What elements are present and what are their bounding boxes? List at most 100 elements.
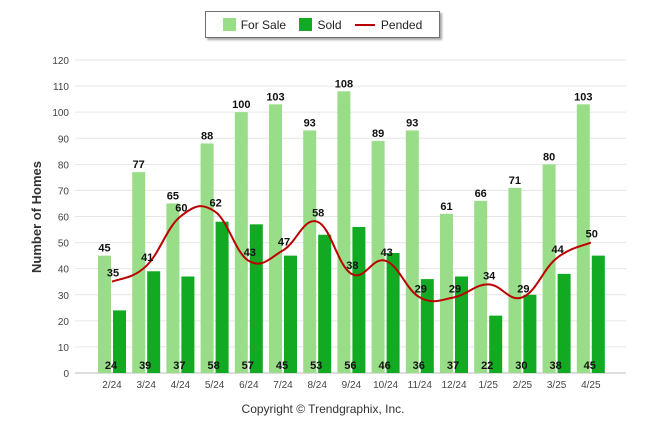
- sold-value-label: 37: [173, 360, 185, 372]
- sold-value-label: 45: [584, 360, 596, 372]
- for-sale-bar[interactable]: [269, 104, 282, 373]
- for-sale-value-label: 80: [543, 151, 555, 163]
- x-tick-label: 3/25: [547, 380, 567, 391]
- pended-value-label: 43: [244, 247, 256, 259]
- sold-bar[interactable]: [113, 310, 126, 373]
- for-sale-value-label: 103: [266, 91, 284, 103]
- legend-swatch-for-sale: [222, 18, 236, 31]
- x-tick-label: 7/24: [273, 380, 293, 391]
- pended-value-label: 29: [415, 283, 427, 295]
- data-labels: 45 24 77 39 65 37 88 58 100 57 103 45 93 53 108 56 89 46 9…: [98, 78, 598, 372]
- x-tick-label: 4/25: [581, 380, 601, 391]
- sold-value-label: 36: [413, 360, 425, 372]
- for-sale-value-label: 77: [133, 159, 145, 171]
- for-sale-value-label: 103: [574, 91, 592, 103]
- for-sale-value-label: 93: [304, 117, 316, 129]
- sold-value-label: 58: [207, 360, 219, 372]
- pended-series-line[interactable]: [111, 205, 592, 303]
- for-sale-bar[interactable]: [576, 104, 590, 373]
- legend-item-for-sale[interactable]: For Sale: [222, 17, 287, 32]
- sold-bar[interactable]: [147, 271, 161, 373]
- sold-bar[interactable]: [557, 273, 571, 373]
- sold-bar[interactable]: [523, 294, 537, 373]
- for-sale-bar[interactable]: [303, 130, 317, 373]
- sold-bar[interactable]: [420, 279, 434, 373]
- legend-label-pended: Pended: [380, 17, 423, 32]
- x-tick-label: 12/24: [441, 380, 466, 391]
- x-tick-label: 5/24: [205, 380, 225, 391]
- for-sale-bar[interactable]: [234, 112, 248, 374]
- sold-value-label: 53: [310, 360, 322, 372]
- sold-bar[interactable]: [215, 221, 229, 373]
- for-sale-bars: [98, 91, 590, 374]
- x-tick-label: 2/25: [513, 380, 533, 391]
- sold-bar[interactable]: [455, 276, 468, 373]
- sold-bar[interactable]: [386, 253, 400, 373]
- sold-bar[interactable]: [489, 315, 503, 373]
- pended-value-label: 60: [175, 203, 187, 215]
- pended-value-label: 29: [449, 283, 461, 295]
- legend-item-pended[interactable]: Pended: [354, 17, 423, 32]
- x-tick-label: 2/24: [102, 380, 122, 391]
- pended-value-label: 44: [551, 244, 564, 256]
- pended-value-label: 34: [483, 270, 496, 282]
- y-tick-label: 120: [52, 56, 69, 67]
- pended-value-label: 47: [278, 236, 290, 248]
- y-tick-label: 10: [58, 343, 70, 354]
- for-sale-value-label: 93: [406, 117, 418, 129]
- for-sale-bar[interactable]: [166, 203, 180, 373]
- y-tick-label: 80: [58, 160, 70, 171]
- sold-bar[interactable]: [284, 255, 297, 373]
- for-sale-bar[interactable]: [337, 91, 351, 374]
- for-sale-value-label: 89: [372, 128, 384, 140]
- for-sale-bar[interactable]: [440, 213, 453, 373]
- for-sale-bar[interactable]: [508, 187, 522, 373]
- sold-value-label: 45: [276, 360, 288, 372]
- for-sale-bar[interactable]: [542, 164, 556, 373]
- y-tick-label: 70: [58, 186, 70, 197]
- pended-value-label: 50: [586, 229, 598, 241]
- for-sale-bar[interactable]: [200, 143, 214, 373]
- for-sale-value-label: 88: [201, 130, 213, 142]
- sold-bar[interactable]: [181, 276, 195, 373]
- for-sale-bar[interactable]: [474, 200, 488, 373]
- pended-value-label: 29: [517, 283, 529, 295]
- y-tick-label: 0: [63, 369, 69, 380]
- y-tick-label: 20: [58, 317, 70, 328]
- sold-bar[interactable]: [352, 226, 366, 373]
- sold-bar[interactable]: [318, 234, 332, 373]
- for-sale-value-label: 108: [335, 78, 353, 90]
- x-tick-label: 9/24: [342, 380, 362, 391]
- sold-value-label: 22: [481, 360, 493, 372]
- pended-value-label: 62: [209, 197, 221, 209]
- sold-value-label: 24: [105, 360, 118, 372]
- x-tick-label: 8/24: [307, 380, 327, 391]
- legend-item-sold[interactable]: Sold: [299, 17, 342, 32]
- pended-value-label: 43: [380, 247, 392, 259]
- legend: For Sale Sold Pended: [205, 11, 440, 38]
- sold-bar[interactable]: [249, 224, 263, 373]
- y-tick-label: 110: [53, 82, 69, 93]
- x-tick-label: 6/24: [239, 380, 259, 391]
- legend-label-for-sale: For Sale: [240, 17, 287, 32]
- for-sale-bar[interactable]: [98, 255, 111, 373]
- pended-value-label: 41: [141, 252, 153, 264]
- legend-label-sold: Sold: [317, 17, 342, 32]
- for-sale-value-label: 61: [440, 201, 452, 213]
- sold-value-label: 38: [549, 360, 561, 372]
- for-sale-bar[interactable]: [405, 130, 419, 373]
- x-tick-label: 4/24: [171, 380, 191, 391]
- y-tick-label: 90: [58, 134, 70, 145]
- pended-value-label: 35: [107, 268, 119, 280]
- for-sale-value-label: 71: [509, 175, 521, 187]
- for-sale-bar[interactable]: [371, 140, 385, 373]
- sold-bar[interactable]: [591, 255, 605, 373]
- y-tick-label: 50: [58, 239, 70, 250]
- legend-swatch-pended: [354, 23, 375, 26]
- sold-value-label: 39: [139, 360, 151, 372]
- copyright-text: Copyright © Trendgraphix, Inc.: [241, 402, 405, 416]
- sold-bars: [113, 221, 605, 373]
- sold-value-label: 37: [447, 360, 459, 372]
- sold-value-label: 56: [344, 360, 356, 372]
- x-axis: 2/24 3/24 4/24 5/24 6/24 7/24 8/24 9/24 10/24 11/…: [102, 380, 601, 391]
